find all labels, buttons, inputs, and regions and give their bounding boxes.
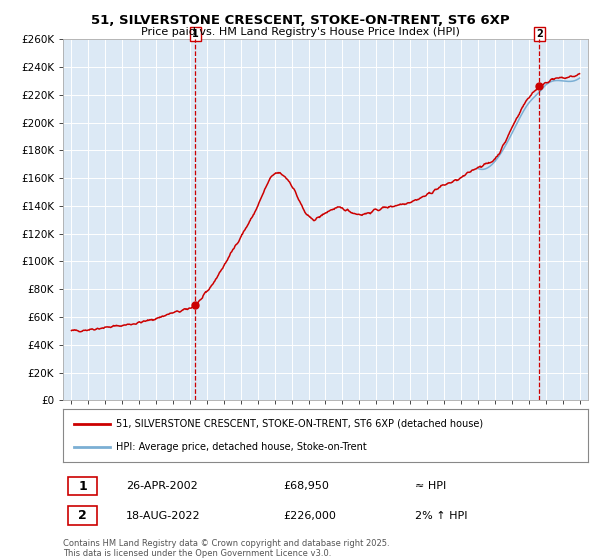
- Text: Contains HM Land Registry data © Crown copyright and database right 2025.
This d: Contains HM Land Registry data © Crown c…: [63, 539, 389, 558]
- Text: 2% ↑ HPI: 2% ↑ HPI: [415, 511, 467, 521]
- Text: 2: 2: [536, 29, 543, 39]
- Text: 51, SILVERSTONE CRESCENT, STOKE-ON-TRENT, ST6 6XP (detached house): 51, SILVERSTONE CRESCENT, STOKE-ON-TRENT…: [115, 419, 482, 429]
- Text: £226,000: £226,000: [284, 511, 337, 521]
- Text: 18-AUG-2022: 18-AUG-2022: [126, 511, 200, 521]
- FancyBboxPatch shape: [68, 506, 97, 525]
- Text: 2: 2: [79, 509, 87, 522]
- Text: £68,950: £68,950: [284, 481, 329, 491]
- Text: 1: 1: [79, 479, 87, 493]
- Text: HPI: Average price, detached house, Stoke-on-Trent: HPI: Average price, detached house, Stok…: [115, 442, 366, 452]
- Text: Price paid vs. HM Land Registry's House Price Index (HPI): Price paid vs. HM Land Registry's House …: [140, 27, 460, 37]
- Text: 51, SILVERSTONE CRESCENT, STOKE-ON-TRENT, ST6 6XP: 51, SILVERSTONE CRESCENT, STOKE-ON-TRENT…: [91, 14, 509, 27]
- FancyBboxPatch shape: [68, 477, 97, 496]
- Text: 1: 1: [192, 29, 199, 39]
- Text: 26-APR-2002: 26-APR-2002: [126, 481, 198, 491]
- Text: ≈ HPI: ≈ HPI: [415, 481, 446, 491]
